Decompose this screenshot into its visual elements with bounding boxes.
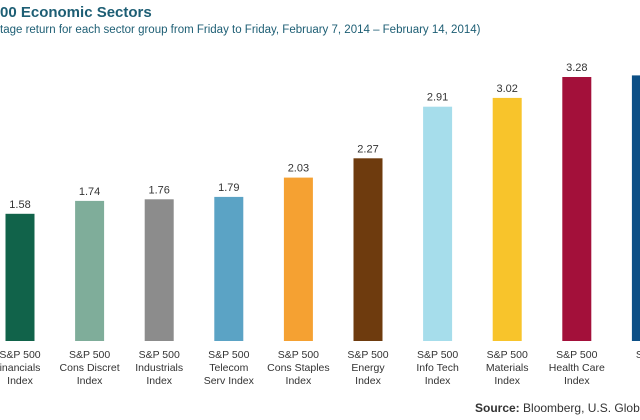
category-label-3-line-1: Telecom (209, 362, 248, 374)
bar-4 (283, 177, 313, 341)
source-text: Bloomberg, U.S. Global I (523, 401, 640, 415)
category-label-4-line-2: Index (286, 375, 312, 387)
bar-7 (492, 97, 522, 342)
value-label-3: 1.79 (218, 182, 239, 194)
category-label-7-line-2: Index (494, 375, 520, 387)
category-label-1-line-1: Cons Discret (60, 362, 120, 374)
category-label-5-line-2: Index (355, 375, 381, 387)
category-label-8-line-0: S&P 500 (556, 349, 597, 361)
value-label-2: 1.76 (148, 184, 169, 196)
category-label-7-line-0: S&P 500 (487, 349, 528, 361)
category-label-8-line-1: Health Care (549, 362, 605, 374)
value-label-4: 2.03 (288, 163, 309, 175)
category-label-6-line-2: Index (425, 375, 451, 387)
bar-6 (423, 106, 453, 341)
value-label-0: 1.58 (9, 199, 30, 211)
category-label-7-line-1: Materials (486, 362, 529, 374)
value-label-1: 1.74 (79, 186, 100, 198)
bar-0 (5, 213, 35, 341)
category-label-3-line-2: Serv Index (204, 375, 255, 387)
bar-3 (214, 196, 244, 341)
category-label-4-line-0: S&P 500 (278, 349, 319, 361)
bar-9 (631, 75, 640, 342)
category-label-1-line-0: S&P 500 (69, 349, 110, 361)
bar-1 (75, 200, 105, 341)
chart-subtitle: tage return for each sector group from F… (0, 24, 481, 36)
category-label-6-line-1: Info Tech (416, 362, 459, 374)
category-label-2-line-0: S&P 500 (139, 349, 180, 361)
value-label-5: 2.27 (357, 143, 378, 155)
category-label-0-line-2: Index (7, 375, 33, 387)
bars-group (5, 75, 640, 342)
category-label-2-line-1: Industrials (135, 362, 183, 374)
category-label-8-line-2: Index (564, 375, 590, 387)
category-label-1-line-2: Index (77, 375, 103, 387)
value-label-8: 3.28 (566, 62, 587, 74)
category-label-5-line-0: S&P 500 (347, 349, 388, 361)
category-label-3-line-0: S&P 500 (208, 349, 249, 361)
category-label-9-line-0: S&P (636, 349, 640, 361)
source-note: Source: Bloomberg, U.S. Global I (475, 401, 640, 415)
bar-8 (562, 77, 592, 341)
chart-title: 00 Economic Sectors (0, 4, 152, 21)
category-label-6-line-0: S&P 500 (417, 349, 458, 361)
bar-2 (144, 199, 174, 341)
value-labels-group: 1.581.741.761.792.032.272.913.023.283. (9, 62, 587, 211)
category-label-4-line-1: Cons Staples (267, 362, 329, 374)
source-label: Source: (475, 401, 520, 415)
category-label-0-line-1: inancials (0, 362, 40, 374)
value-label-6: 2.91 (427, 92, 448, 104)
category-label-5-line-1: Energy (351, 362, 385, 374)
value-label-7: 3.02 (496, 83, 517, 95)
bar-5 (353, 158, 383, 341)
category-label-0-line-0: S&P 500 (0, 349, 41, 361)
category-label-2-line-2: Index (146, 375, 172, 387)
